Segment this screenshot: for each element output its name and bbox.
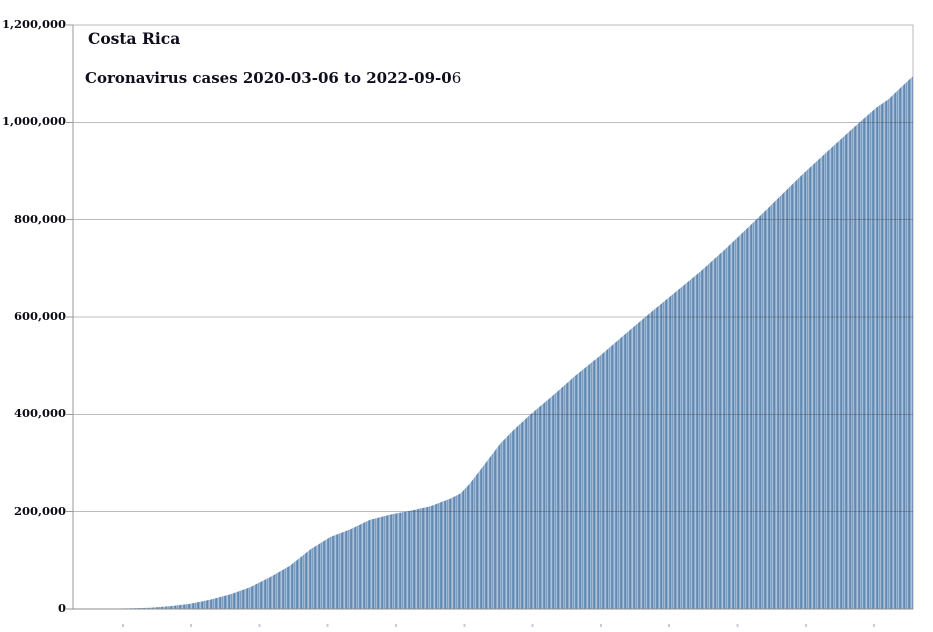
y-axis-tick-label: 1,000,000 (1, 114, 66, 129)
daily-cumulative-bars-area (73, 76, 913, 610)
chart-subtitle-bold: Coronavirus cases 2020-03-06 to 2022-09-… (85, 69, 452, 87)
chart-subtitle-light-digit: 6 (451, 69, 462, 87)
y-axis-tick-label: 1,200,000 (1, 17, 66, 31)
y-axis-tick-label: 800,000 (13, 211, 66, 226)
y-axis-tick-label: 400,000 (13, 406, 66, 421)
y-axis-tick-label: 0 (57, 601, 66, 615)
chart-subtitle: Coronavirus cases 2020-03-06 to 2022-09-… (85, 70, 461, 87)
y-axis-tick-label: 600,000 (13, 309, 66, 323)
chart-country-title: Costa Rica (88, 29, 181, 48)
chart-title-block: Costa Rica (88, 31, 180, 47)
y-axis-tick-label: 200,000 (13, 503, 66, 518)
